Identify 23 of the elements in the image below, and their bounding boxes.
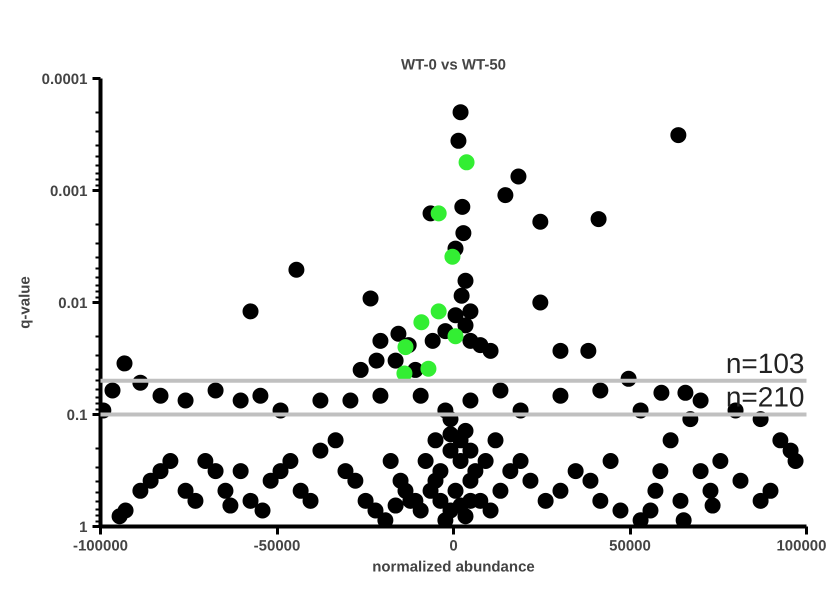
point (420, 360, 436, 377)
x-tick-label: 0 (449, 538, 458, 554)
y-axis-title: q-value (16, 276, 34, 329)
chart-title: WT-0 vs WT-50 (400, 56, 506, 74)
y-tick-label: 0.1 (66, 407, 88, 424)
x-tick-label: -100000 (72, 538, 128, 554)
point (448, 328, 464, 344)
point (430, 303, 447, 320)
annotation: n=210 (726, 382, 804, 412)
annotation: n=103 (726, 348, 804, 379)
point (430, 205, 447, 222)
y-tick-label: 1 (79, 519, 88, 536)
y-tick-label: 0.0001 (42, 71, 88, 88)
point (397, 339, 414, 356)
y-tick-label: 0.01 (58, 295, 88, 312)
point (458, 154, 475, 170)
point (413, 314, 430, 330)
x-tick-label: 50000 (609, 538, 651, 554)
x-tick-label: 100000 (776, 538, 826, 554)
point (444, 248, 460, 265)
x-tick-label: -50000 (254, 538, 300, 554)
y-tick-label: 0.001 (50, 183, 88, 200)
x-axis-title: normalized abundance (372, 558, 535, 576)
